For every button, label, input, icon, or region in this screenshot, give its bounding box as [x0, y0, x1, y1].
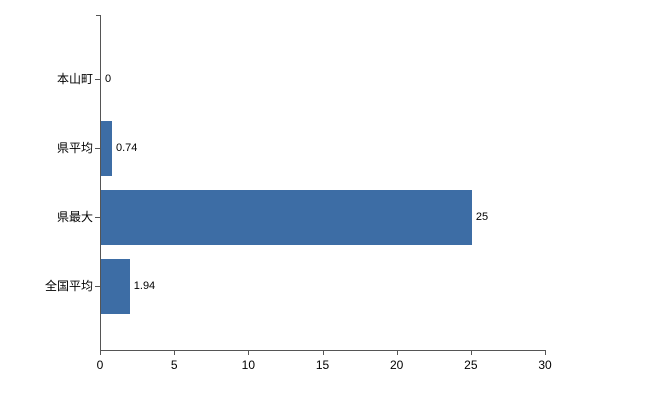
- bar: [101, 121, 112, 177]
- x-axis-tick: [545, 350, 546, 355]
- y-axis-tick: [95, 148, 100, 150]
- bar-value-label: 25: [475, 210, 489, 223]
- x-tick-label: 0: [96, 358, 104, 372]
- x-axis-tick: [248, 350, 250, 355]
- x-tick-label: 25: [464, 358, 478, 372]
- x-tick-label: 10: [241, 358, 255, 372]
- y-axis-line: [100, 15, 101, 351]
- category-label: 県平均: [56, 141, 93, 156]
- y-axis-tick: [95, 285, 100, 287]
- x-axis-tick: [100, 350, 101, 355]
- bar-value-label: 0.74: [115, 142, 138, 155]
- x-axis-tick: [470, 350, 472, 355]
- category-label: 本山町: [56, 72, 93, 87]
- category-label: 全国平均: [44, 278, 93, 293]
- x-axis-tick: [174, 350, 176, 355]
- y-axis-top-tick: [96, 15, 101, 16]
- x-tick-label: 5: [170, 358, 178, 372]
- x-axis-tick: [322, 350, 324, 355]
- y-axis-tick: [95, 216, 100, 218]
- bar-value-label: 1.94: [133, 279, 156, 292]
- category-label: 県最大: [56, 209, 93, 224]
- bar: [101, 258, 130, 314]
- x-tick-label: 20: [389, 358, 404, 372]
- x-tick-label: 30: [538, 358, 552, 372]
- y-axis-tick: [95, 79, 100, 81]
- x-axis-tick: [396, 350, 398, 355]
- bar: [101, 189, 472, 245]
- bar-value-label: 0: [105, 73, 112, 86]
- x-tick-label: 15: [315, 358, 330, 372]
